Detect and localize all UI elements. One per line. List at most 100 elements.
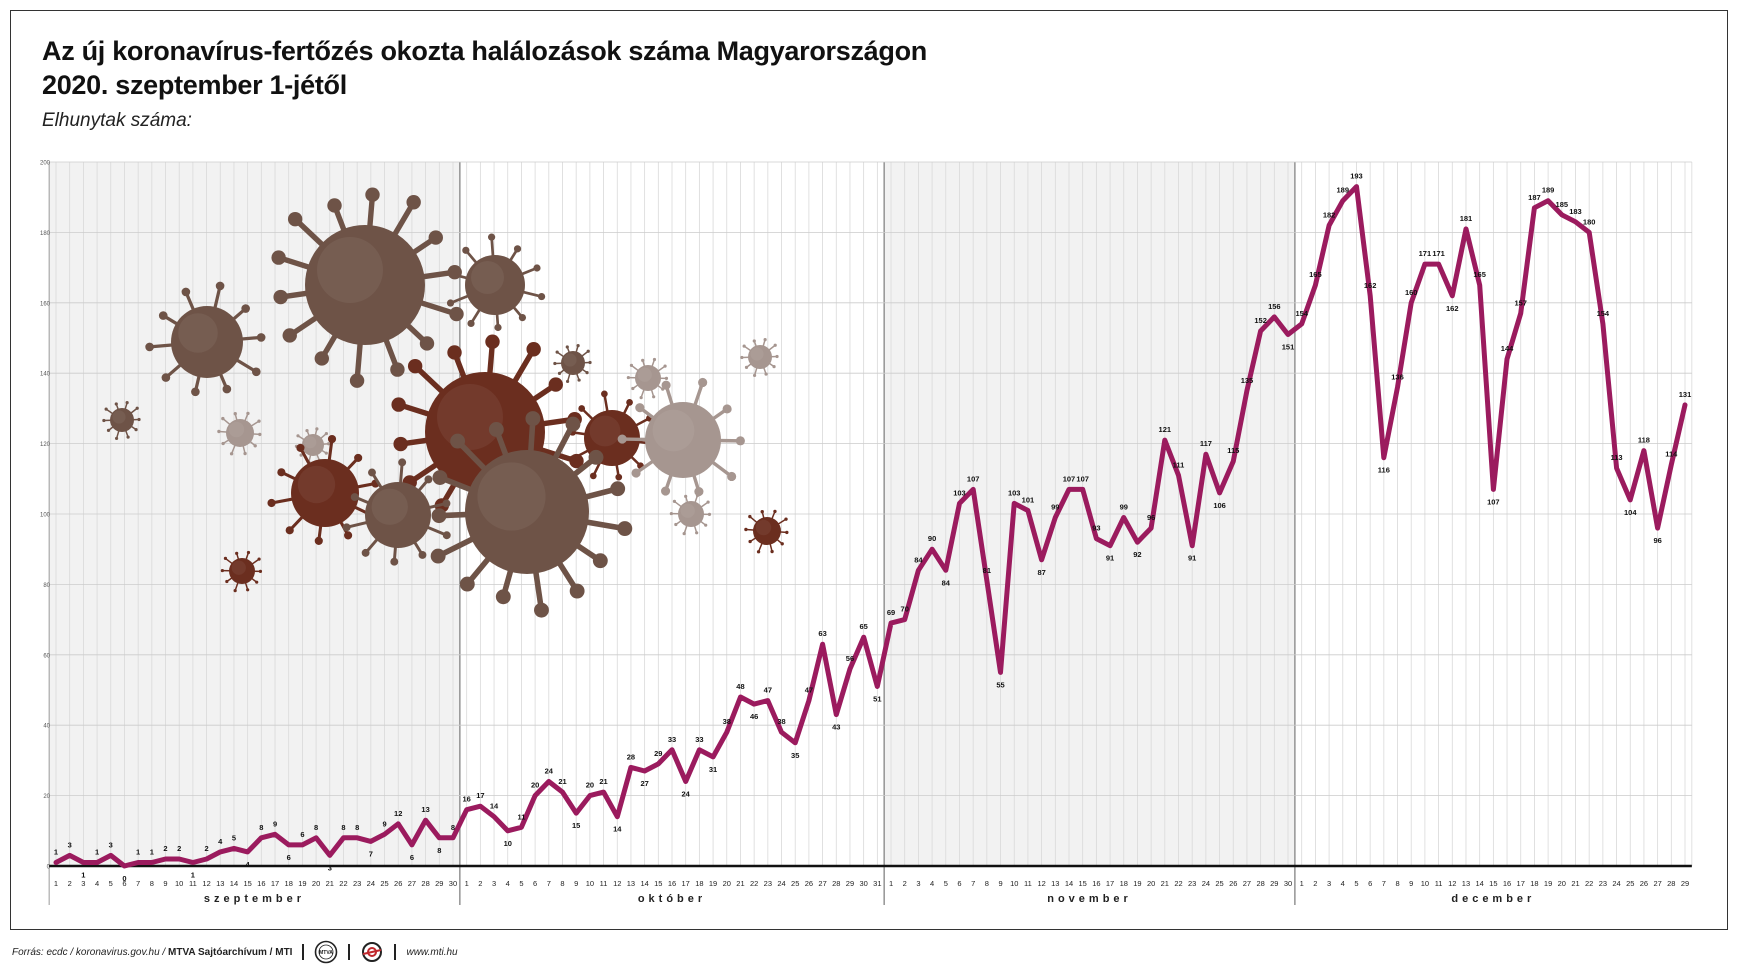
virus-spike-tip [271,250,286,265]
virus-spike-tip [735,436,745,446]
data-label: 116 [1378,466,1390,475]
source-prefix: Forrás: ecdc / koronavirus.gov.hu / [12,946,168,958]
virus-spike-tip [220,568,224,573]
data-point [1573,220,1577,224]
day-tick-label: 17 [1106,879,1114,888]
data-point [560,790,564,794]
virus-illustrations [102,187,789,618]
virus-spike-tip [246,411,250,416]
data-point [1450,294,1454,298]
virus-spike-tip [586,349,590,353]
data-point [1040,558,1044,562]
virus-spike-tip [674,522,678,527]
virus-spike-tip [428,230,443,245]
data-label: 99 [1120,503,1128,512]
data-point [848,667,852,671]
day-tick-label: 16 [1092,879,1100,888]
data-point [273,832,277,836]
virus-spike-tip [752,373,757,378]
virus-spike-tip [393,436,408,452]
data-point [424,818,428,822]
day-tick-label: 2 [1313,879,1317,888]
day-tick-label: 21 [736,879,744,888]
day-tick-label: 25 [1626,879,1634,888]
data-label: 35 [791,751,799,760]
data-label: 38 [777,717,785,726]
day-tick-label: 8 [1395,879,1399,888]
data-point [697,748,701,752]
y-tick-label: 200 [40,161,51,167]
virus-spike-tip [158,311,168,320]
virus-spike-tip [450,271,458,279]
virus-spike-tip [742,344,746,348]
data-point [1177,473,1181,477]
data-label: 15 [572,821,580,830]
data-label: 181 [1460,214,1473,223]
virus-spike-tip [267,498,276,508]
data-point [1642,449,1646,453]
data-label: 14 [490,802,499,811]
virus-spike-tip [424,475,433,484]
data-label: 154 [1597,309,1610,318]
day-tick-label: 30 [449,879,457,888]
data-point [1149,526,1153,530]
deaths-series [53,184,1688,869]
virus-spike-tip [285,526,294,535]
day-tick-label: 23 [1599,879,1607,888]
data-point [1560,213,1564,217]
virus-spike-tip [253,444,257,448]
virus-spike-tip [629,363,634,368]
virus-spike-tip [740,355,744,360]
day-tick-label: 10 [586,879,594,888]
virus-spike-tip [534,602,549,618]
day-tick-label: 14 [1065,879,1073,888]
virus-spike-tip [296,434,300,438]
virus-spike-tip [467,319,475,328]
data-label: 87 [1037,568,1045,577]
virus-spike-tip [601,390,608,398]
day-tick-label: 3 [916,879,920,888]
data-label: 156 [1268,302,1281,311]
virus-spike-tip [327,434,337,444]
day-tick-label: 21 [1571,879,1579,888]
data-point [903,618,907,622]
data-label: 70 [901,605,909,614]
data-point [150,860,154,864]
day-tick-label: 16 [1503,879,1511,888]
day-tick-label: 8 [985,879,989,888]
data-point [1491,487,1495,491]
y-tick-label: 160 [40,301,51,307]
virus-spike-tip [365,187,380,202]
day-tick-label: 12 [613,879,621,888]
virus-spike-tip [488,233,496,241]
day-tick-label: 12 [1037,879,1045,888]
data-point [643,769,647,773]
data-label: 154 [1295,309,1308,318]
virus-13 [342,458,451,566]
data-point [1341,199,1345,203]
day-tick-label: 17 [271,879,279,888]
data-label: 165 [1309,270,1322,279]
virus-spike-tip [246,550,251,555]
virus-spike-tip [104,407,108,411]
virus-spike-tip [273,289,288,305]
data-point [588,794,592,798]
data-point [383,832,387,836]
day-tick-label: 22 [1174,879,1182,888]
data-label: 8 [437,846,441,855]
virus-body [753,517,781,545]
day-tick-label: 19 [709,879,717,888]
virus-spike-tip [233,589,237,593]
day-tick-label: 2 [903,879,907,888]
data-point [54,860,58,864]
virus-spike-tip [660,486,671,496]
virus-11 [267,434,380,545]
virus-spike-tip [773,509,777,514]
y-tick-label: 120 [40,442,51,448]
virus-spike-tip [773,343,777,347]
virus-body [365,482,431,548]
virus-spike-tip [217,429,221,434]
data-point [1204,452,1208,456]
virus-spike-tip [314,536,323,545]
y-tick-label: 100 [40,513,51,519]
